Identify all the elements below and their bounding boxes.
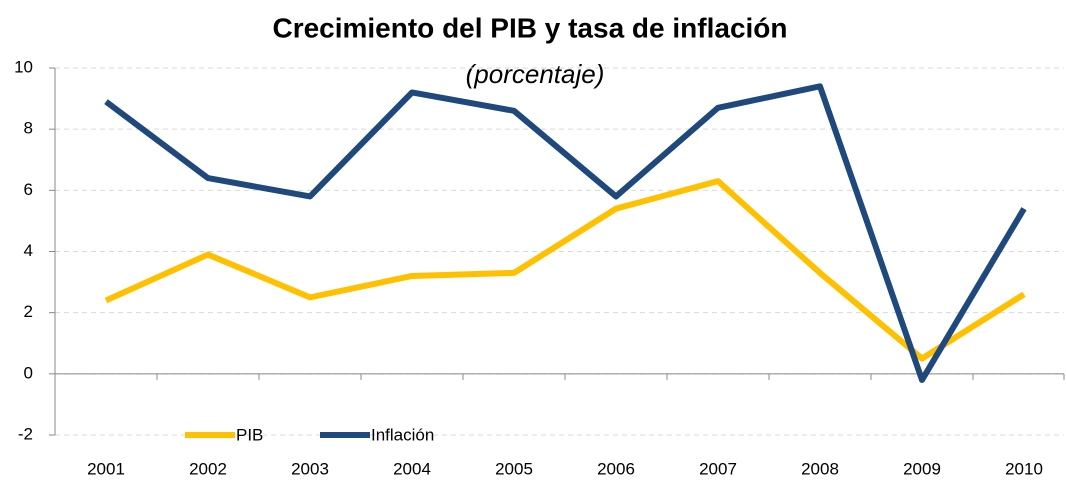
line-series xyxy=(104,83,1027,383)
y-tick-label: 6 xyxy=(24,180,33,199)
y-tick-label: 0 xyxy=(24,363,33,382)
legend-label: PIB xyxy=(236,425,263,444)
y-tick-label: 10 xyxy=(14,57,33,76)
x-tick-label: 2002 xyxy=(189,459,227,478)
chart-subtitle: (porcentaje) xyxy=(466,59,605,89)
x-tick-label: 2005 xyxy=(495,459,533,478)
y-tick-label: 4 xyxy=(24,241,33,260)
x-tick-label: 2001 xyxy=(87,459,125,478)
y-tick-label: 2 xyxy=(24,302,33,321)
x-tick-label: 2004 xyxy=(393,459,431,478)
x-tick-label: 2009 xyxy=(903,459,941,478)
x-tick-label: 2007 xyxy=(699,459,737,478)
y-tick-label: 8 xyxy=(24,119,33,138)
x-tick-label: 2010 xyxy=(1005,459,1043,478)
chart-title: Crecimiento del PIB y tasa de inflación xyxy=(272,12,787,43)
line-series xyxy=(104,178,1026,362)
x-tick-label: 2006 xyxy=(597,459,635,478)
y-tick-label: -2 xyxy=(18,424,33,443)
x-tick-label: 2003 xyxy=(291,459,329,478)
legend-label: Inflación xyxy=(371,425,434,444)
x-tick-label: 2008 xyxy=(801,459,839,478)
